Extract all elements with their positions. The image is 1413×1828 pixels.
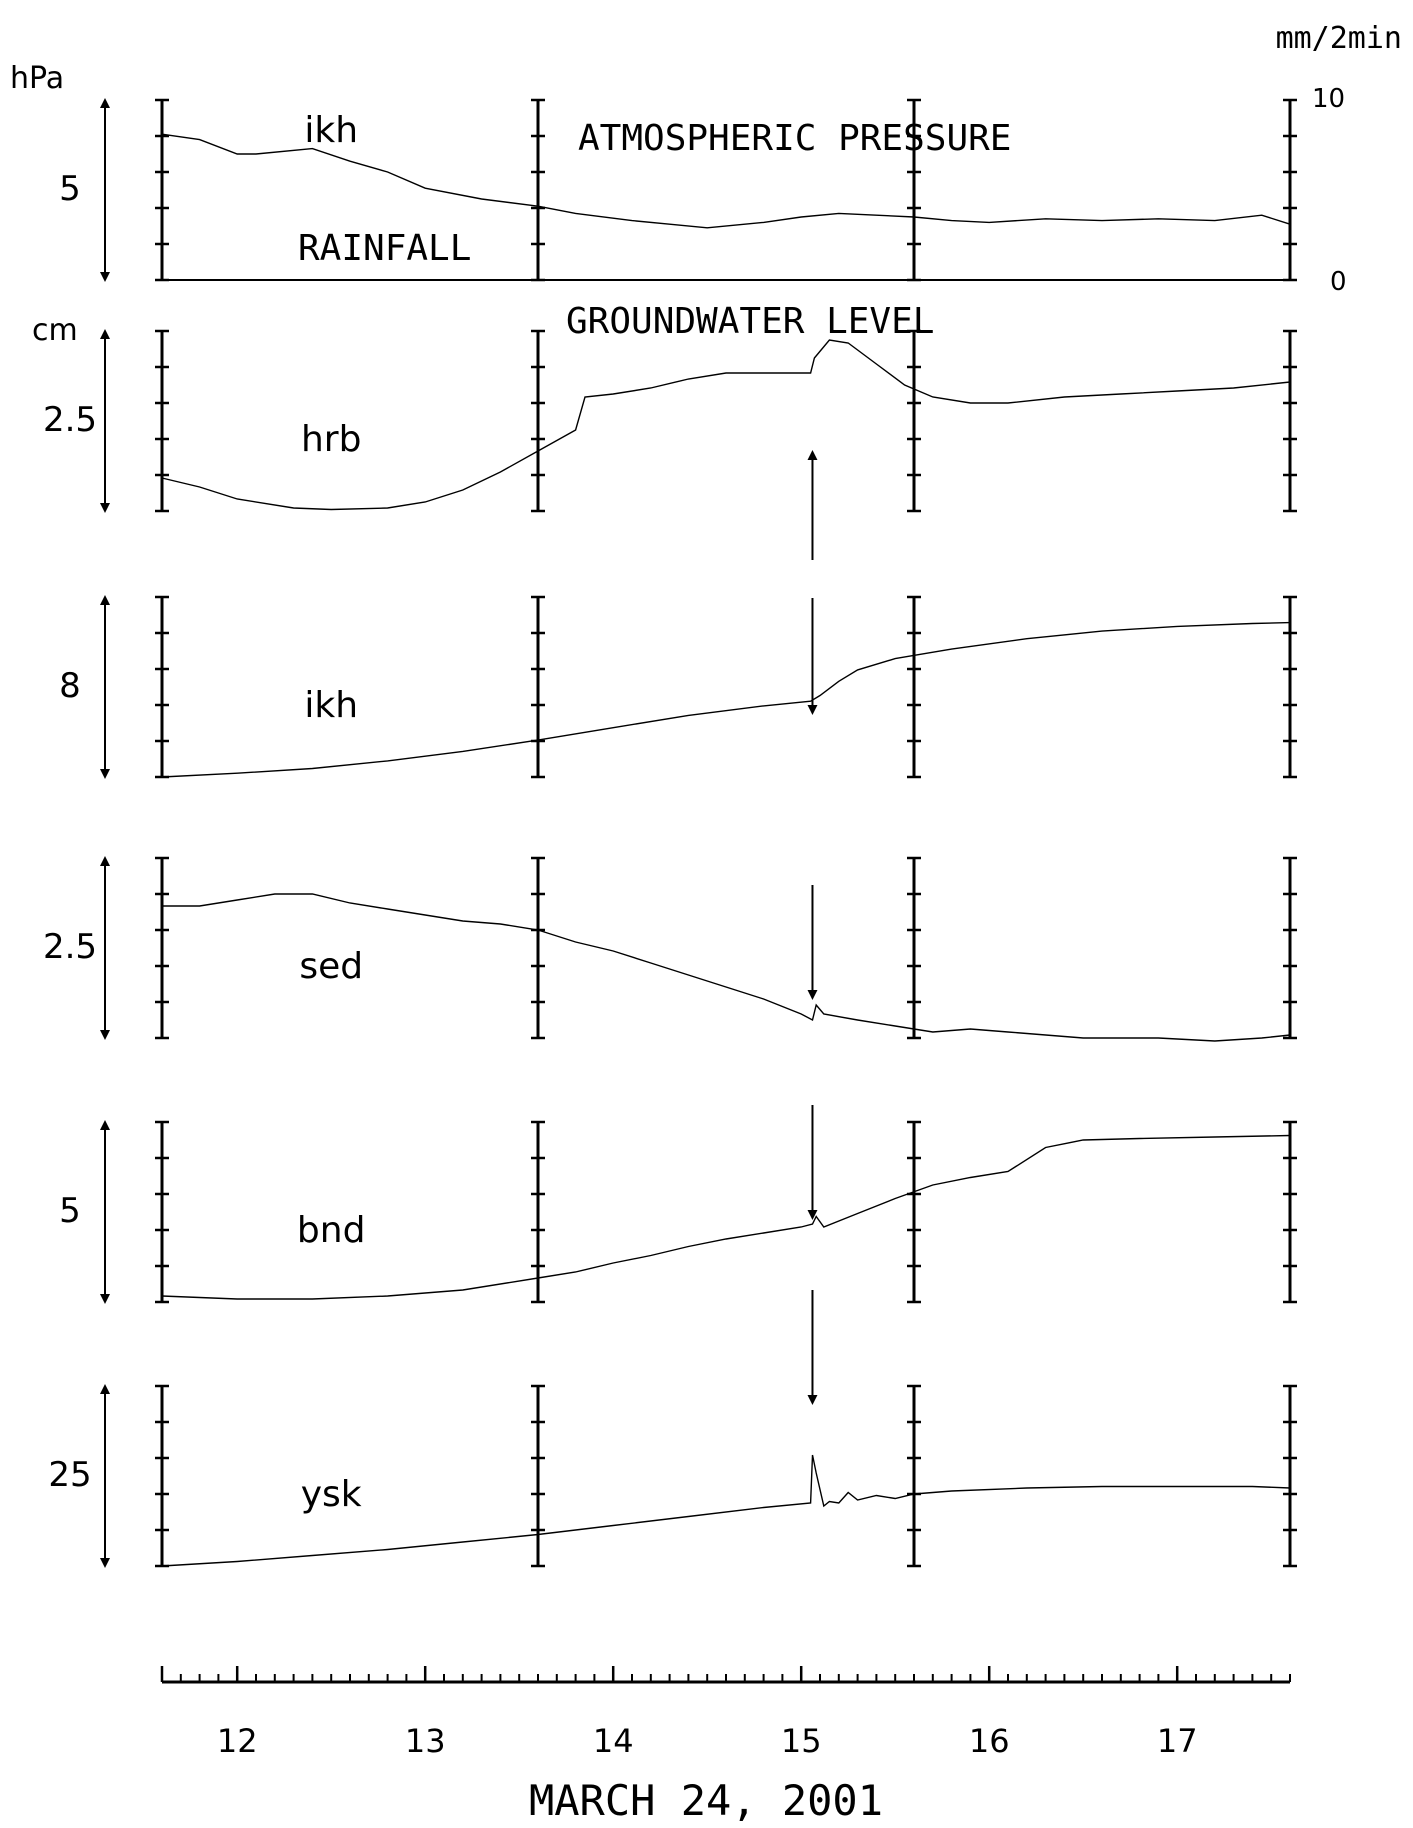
panel-1-trace <box>161 133 1291 229</box>
panel-6-station-label: ysk <box>301 1474 362 1515</box>
panel-6-trace <box>161 1454 1291 1567</box>
x-tick-label: 17 <box>1157 1722 1198 1760</box>
left-unit-cm: cm <box>32 313 78 348</box>
right-axis-unit: mm/2min <box>1276 21 1402 56</box>
panel-3-trace <box>161 621 1291 778</box>
x-tick-label: 12 <box>217 1722 258 1760</box>
panel-4-station-label: sed <box>299 946 363 987</box>
panel-2-trace <box>161 339 1291 511</box>
x-axis-label: MARCH 24, 2001 <box>529 1776 883 1825</box>
panel-2-scale-label: 2.5 <box>43 400 97 440</box>
right-axis-min: 0 <box>1330 267 1347 297</box>
panel-6-scale-label: 25 <box>48 1455 91 1495</box>
x-tick-label: 14 <box>593 1722 634 1760</box>
panel-5-station-label: bnd <box>297 1210 366 1251</box>
left-unit-hpa: hPa <box>10 61 64 96</box>
x-tick-label: 16 <box>969 1722 1010 1760</box>
pressure-annotation: ATMOSPHERIC PRESSURE <box>578 118 1011 159</box>
panel-3-scale-label: 8 <box>59 666 81 706</box>
panel-4-trace <box>162 893 1291 1042</box>
x-tick-label: 15 <box>781 1722 822 1760</box>
panel-3-station-label: ikh <box>304 685 358 726</box>
groundwater-annotation: GROUNDWATER LEVEL <box>566 301 934 342</box>
chart-marks: 5 ikh 2.5 hrb 8 ikh 2.5 sed 5 bnd 25 ysk 12 13 14 15 16 1… <box>43 98 1297 1760</box>
x-tick-label: 13 <box>405 1722 446 1760</box>
panel-1-station-label: ikh <box>304 110 358 151</box>
panel-5-trace <box>161 1134 1291 1300</box>
panel-1-scale-label: 5 <box>59 169 81 209</box>
rainfall-annotation: RAINFALL <box>298 228 471 269</box>
panel-2-station-label: hrb <box>301 419 361 460</box>
right-axis-max: 10 <box>1312 84 1345 114</box>
panel-5-scale-label: 5 <box>59 1191 81 1231</box>
panel-4-scale-label: 2.5 <box>43 927 97 967</box>
